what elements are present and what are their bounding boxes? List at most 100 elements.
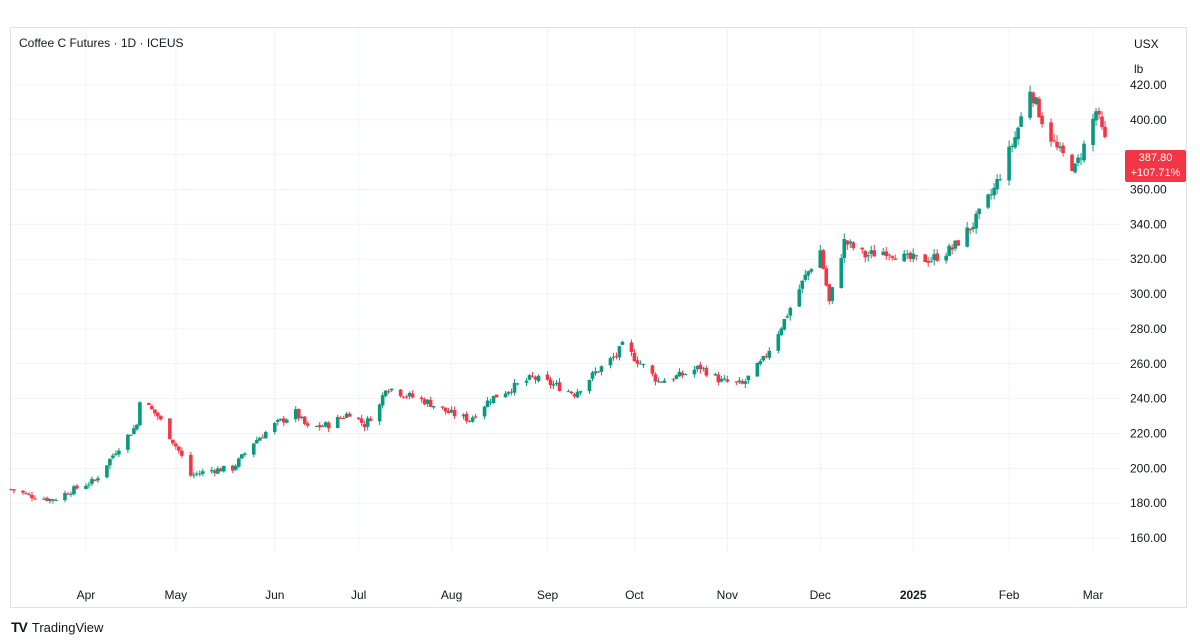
- candle-up: [992, 183, 996, 200]
- candle-down: [968, 228, 972, 235]
- candle-up: [54, 498, 58, 501]
- candle-down: [827, 283, 832, 305]
- candle-down: [887, 253, 892, 261]
- candle-up: [776, 330, 781, 354]
- candle-down: [464, 411, 469, 424]
- currency-label[interactable]: USX: [1134, 37, 1159, 51]
- symbol-title[interactable]: Coffee C Futures · 1D · ICEUS: [19, 36, 184, 50]
- tradingview-brand[interactable]: TV TradingView: [11, 619, 103, 635]
- price-tick-label: 240.00: [1130, 392, 1167, 406]
- candle-down: [716, 371, 721, 386]
- candle-up: [449, 406, 454, 414]
- candle-down: [740, 379, 745, 385]
- candle-up: [515, 382, 520, 386]
- candle-up: [656, 377, 661, 384]
- candle-down: [764, 353, 769, 359]
- candle-down: [530, 372, 535, 378]
- candle-down: [569, 390, 574, 395]
- candle-up: [554, 380, 559, 387]
- candle-up: [198, 470, 202, 477]
- candle-down: [171, 439, 175, 446]
- candle-up: [995, 174, 999, 195]
- candle-down: [30, 491, 34, 502]
- candle-down: [410, 390, 415, 399]
- candle-up: [323, 421, 328, 428]
- price-axis[interactable]: 160.00 180.00 200.00 220.00 240.00 260.00 280.…: [1130, 78, 1167, 545]
- candle-down: [21, 489, 25, 496]
- candle-up: [947, 243, 951, 257]
- candle-up: [695, 365, 700, 373]
- time-axis[interactable]: Apr May Jun Jul Aug Sep Oct Nov Dec 2025 Feb Mar: [77, 588, 1104, 602]
- grid-lines: [11, 28, 1120, 552]
- candle-up: [590, 370, 595, 381]
- time-tick-label: Jun: [265, 588, 284, 602]
- candle-down: [725, 375, 730, 383]
- candle-up: [617, 345, 622, 361]
- candle-up: [407, 391, 412, 400]
- candle-down: [180, 447, 184, 459]
- candle-up: [641, 363, 646, 369]
- candle-down: [9, 488, 13, 491]
- candle-up: [1013, 131, 1017, 150]
- candle-up: [929, 256, 933, 264]
- candle-up: [491, 395, 496, 404]
- candle-down: [1040, 112, 1044, 128]
- candle-up: [575, 388, 580, 399]
- candle-up: [257, 436, 262, 441]
- candle-up: [830, 286, 835, 305]
- candle-up: [755, 362, 760, 377]
- candle-up: [785, 314, 790, 319]
- candle-up: [314, 425, 319, 427]
- candle-down: [533, 375, 538, 384]
- candle-down: [150, 404, 154, 410]
- time-tick-label: Oct: [625, 588, 644, 602]
- candle-down: [908, 251, 912, 263]
- candle-up: [971, 222, 975, 233]
- candle-up: [195, 471, 199, 477]
- price-change-pct: +107.71%: [1130, 167, 1181, 179]
- candle-down: [923, 253, 927, 263]
- candle-up: [192, 471, 196, 479]
- price-tick-label: 280.00: [1130, 322, 1167, 336]
- candle-up: [251, 443, 256, 458]
- candle-up: [953, 240, 957, 252]
- candle-up: [84, 483, 88, 490]
- time-tick-label: May: [165, 588, 188, 602]
- time-tick-label: Apr: [77, 588, 96, 602]
- time-tick-label: Sep: [537, 588, 559, 602]
- price-tick-label: 200.00: [1130, 461, 1167, 475]
- candle-down: [914, 255, 918, 261]
- candle-down: [548, 376, 553, 389]
- candle-up: [431, 405, 436, 410]
- candle-up: [108, 458, 112, 469]
- unit-label[interactable]: lb: [1134, 62, 1144, 76]
- candle-up: [1058, 141, 1062, 152]
- time-tick-label: Jul: [351, 588, 366, 602]
- candle-up: [485, 397, 490, 408]
- candle-up: [201, 468, 205, 477]
- time-tick-label: Aug: [441, 588, 462, 602]
- candle-down: [305, 421, 310, 428]
- candle-up: [467, 420, 472, 423]
- candle-up: [506, 391, 511, 396]
- brand-name: TradingView: [31, 619, 104, 635]
- time-tick-label: Mar: [1083, 588, 1104, 602]
- price-tick-label: 420.00: [1130, 78, 1167, 92]
- candle-up: [737, 376, 742, 384]
- candle-down: [545, 371, 550, 381]
- candle-down: [75, 484, 79, 490]
- candle-down: [935, 249, 939, 263]
- candle-down: [824, 265, 829, 287]
- candle-up: [293, 405, 298, 423]
- candle-up: [335, 414, 340, 429]
- candle-down: [509, 388, 514, 396]
- candle-down: [572, 393, 577, 399]
- candle-up: [222, 465, 226, 473]
- candle-down: [704, 365, 709, 377]
- candle-down: [845, 239, 850, 250]
- candle-up: [488, 398, 493, 406]
- candle-down: [1055, 135, 1059, 151]
- candle-up: [818, 244, 823, 268]
- candle-up: [869, 245, 874, 259]
